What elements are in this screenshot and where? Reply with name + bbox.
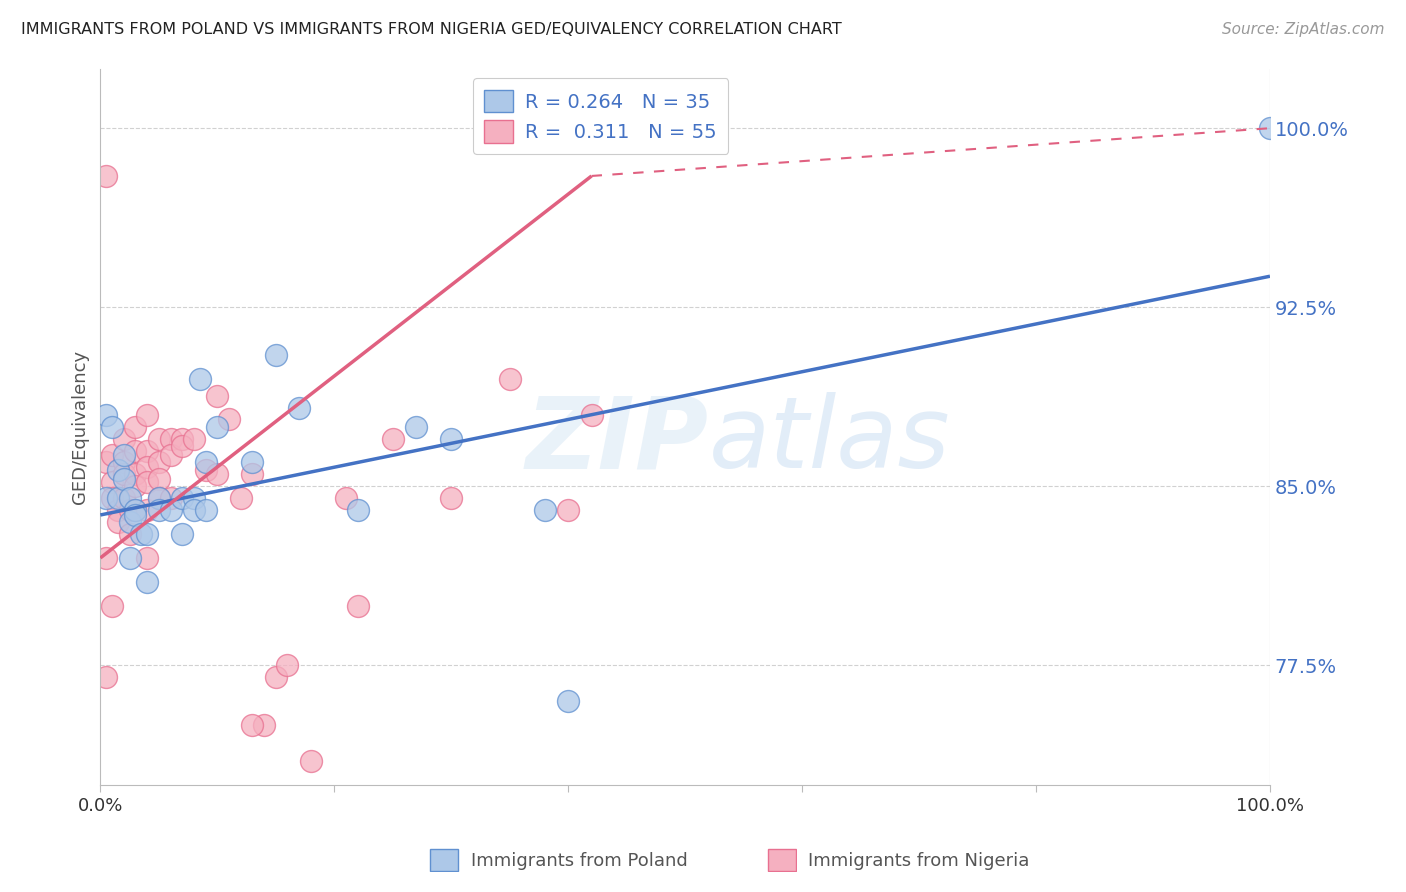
Point [118,515,141,529]
Point [124,479,146,493]
Point [148,432,170,446]
Point [188,372,211,386]
Point [276,658,298,673]
Legend: R = 0.264   N = 35, R =  0.311   N = 55: R = 0.264 N = 35, R = 0.311 N = 55 [472,78,728,154]
Point [118,503,141,517]
Point [101,448,124,462]
Text: Immigrants from Nigeria: Immigrants from Nigeria [808,852,1029,870]
Point [207,467,229,482]
Point [172,527,194,541]
Point [124,508,146,522]
Point [118,551,141,566]
Point [242,455,264,469]
Point [242,718,264,732]
Point [112,455,135,469]
Point [183,491,205,506]
Point [288,401,311,415]
Point [159,503,181,517]
Point [183,503,205,517]
Point [101,599,124,613]
Point [118,527,141,541]
Point [159,432,181,446]
Point [148,503,170,517]
Point [499,372,522,386]
Point [136,503,159,517]
Point [440,432,463,446]
Point [242,467,264,482]
Point [96,408,118,422]
Point [112,491,135,506]
Point [136,475,159,489]
Point [101,419,124,434]
Point [207,388,229,402]
Point [194,503,217,517]
Y-axis label: GED/Equivalency: GED/Equivalency [72,350,89,504]
Point [124,419,146,434]
Point [335,491,357,506]
Point [96,491,118,506]
Point [148,472,170,486]
Point [118,491,141,506]
Point [107,503,129,517]
Point [253,718,276,732]
Point [136,443,159,458]
Point [148,491,170,506]
Point [107,462,129,476]
Point [299,754,322,768]
Point [124,467,146,482]
Point [148,491,170,506]
Point [96,551,118,566]
Point [112,467,135,482]
Point [136,551,159,566]
Point [194,455,217,469]
Point [107,491,129,506]
Point [207,419,229,434]
Point [264,348,287,362]
Text: Immigrants from Poland: Immigrants from Poland [471,852,688,870]
Text: IMMIGRANTS FROM POLAND VS IMMIGRANTS FROM NIGERIA GED/EQUIVALENCY CORRELATION CH: IMMIGRANTS FROM POLAND VS IMMIGRANTS FRO… [21,22,842,37]
Point [533,503,555,517]
Point [183,432,205,446]
Point [172,432,194,446]
Point [124,503,146,517]
Point [581,408,603,422]
Text: Source: ZipAtlas.com: Source: ZipAtlas.com [1222,22,1385,37]
Point [112,448,135,462]
Point [229,491,252,506]
Point [557,503,579,517]
Point [101,475,124,489]
Point [124,503,146,517]
Point [440,491,463,506]
Point [136,527,159,541]
Point [346,599,368,613]
Point [96,455,118,469]
Point [129,527,152,541]
Point [172,491,194,506]
Point [346,503,368,517]
Point [112,472,135,486]
Point [148,455,170,469]
Point [136,408,159,422]
Point [381,432,404,446]
Point [136,574,159,589]
Point [136,460,159,475]
Point [159,491,181,506]
Point [1258,121,1281,136]
Point [194,462,217,476]
Point [557,694,579,708]
Point [96,169,118,183]
Point [218,412,240,426]
Point [159,448,181,462]
Text: atlas: atlas [709,392,950,490]
Point [96,670,118,684]
Text: ZIP: ZIP [526,392,709,490]
Point [124,443,146,458]
Point [264,670,287,684]
Point [405,419,427,434]
Point [107,515,129,529]
Point [112,432,135,446]
Point [172,439,194,453]
Point [101,491,124,506]
